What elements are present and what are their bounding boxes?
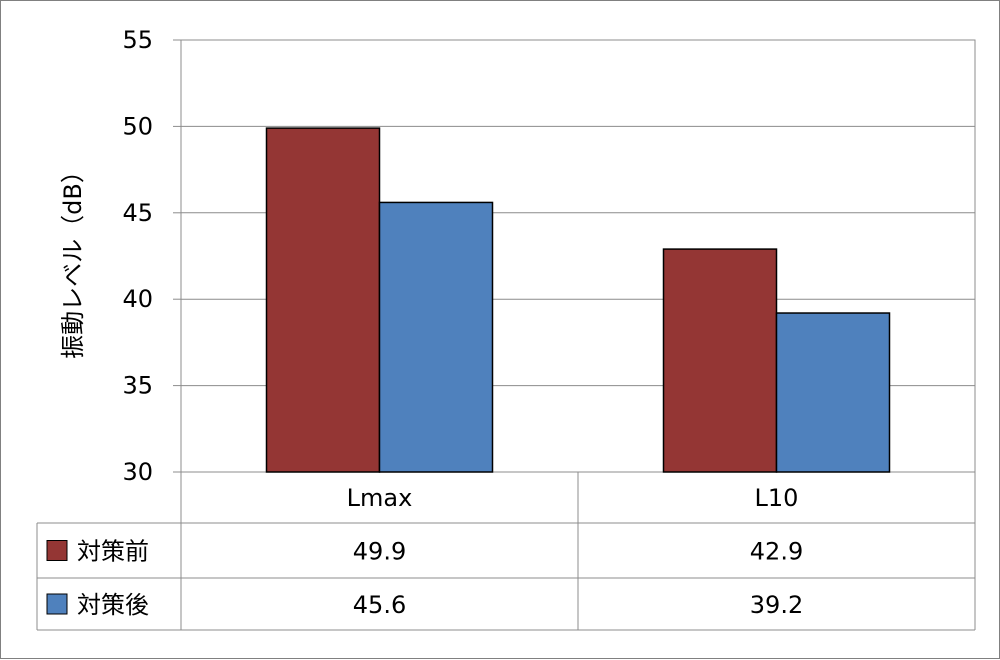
- bars: [265, 127, 891, 473]
- y-tick-label: 45: [122, 199, 153, 227]
- data-value-cell: 45.6: [353, 591, 406, 619]
- bar-before: [662, 248, 778, 473]
- y-tick-label: 35: [122, 372, 153, 400]
- y-tick-label: 55: [122, 26, 153, 54]
- legend-swatch: [46, 540, 68, 561]
- data-table: Lmax L10 対策前 49.9 42.9 対策後 45.6 39.2: [36, 472, 976, 631]
- bar-after: [775, 312, 891, 473]
- legend-label: 対策前: [77, 538, 149, 566]
- y-tick-label: 30: [122, 458, 153, 486]
- x-category-label: Lmax: [347, 484, 413, 512]
- data-value-cell: 39.2: [750, 591, 803, 619]
- x-category-label: L10: [755, 484, 799, 512]
- y-tick-label: 50: [122, 112, 153, 140]
- legend-swatch: [46, 593, 68, 615]
- data-value-cell: 42.9: [750, 538, 803, 566]
- legend-label: 対策後: [77, 591, 149, 619]
- data-value-cell: 49.9: [353, 538, 406, 566]
- bar-before: [265, 127, 381, 473]
- y-axis-label: 振動レベル（dB）: [59, 159, 87, 359]
- bar-after: [378, 201, 494, 473]
- y-tick-labels: 30 35 40 45 50 55: [122, 26, 153, 486]
- y-tick-label: 40: [122, 285, 153, 313]
